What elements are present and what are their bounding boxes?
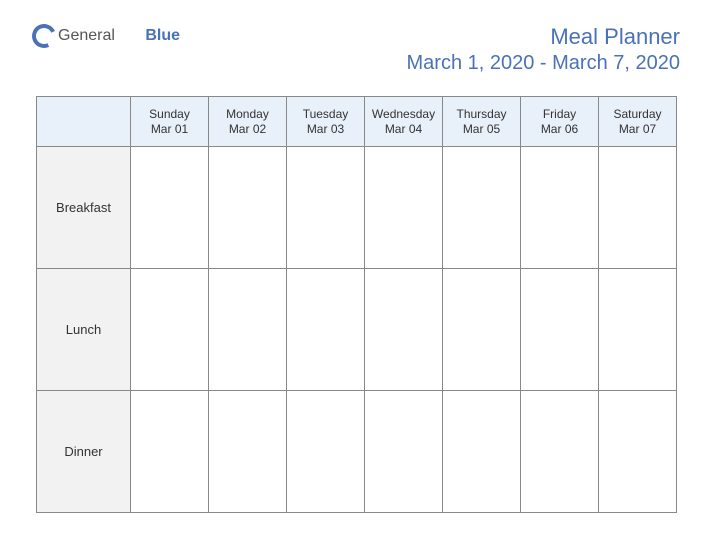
meal-cell [443,391,521,513]
logo-ring-icon [29,21,60,52]
header-row: Sunday Mar 01 Monday Mar 02 Tuesday Mar … [37,97,677,147]
meal-cell [599,147,677,269]
meal-cell [521,269,599,391]
page-title: Meal Planner [407,24,680,50]
day-name: Tuesday [287,107,364,122]
table-row: Lunch [37,269,677,391]
day-header-sunday: Sunday Mar 01 [131,97,209,147]
day-header-tuesday: Tuesday Mar 03 [287,97,365,147]
day-name: Sunday [131,107,208,122]
meal-cell [131,269,209,391]
day-date: Mar 01 [131,122,208,137]
day-header-wednesday: Wednesday Mar 04 [365,97,443,147]
day-date: Mar 02 [209,122,286,137]
meal-cell [287,269,365,391]
logo-text-general: General [58,27,115,44]
day-header-friday: Friday Mar 06 [521,97,599,147]
meal-header-dinner: Dinner [37,391,131,513]
meal-cell [443,269,521,391]
table-row: Breakfast [37,147,677,269]
table-row: Dinner [37,391,677,513]
day-date: Mar 06 [521,122,598,137]
day-name: Wednesday [365,107,442,122]
logo-text-blue: Blue [145,27,180,44]
meal-cell [131,391,209,513]
meal-cell [599,269,677,391]
meal-cell [209,391,287,513]
day-header-monday: Monday Mar 02 [209,97,287,147]
meal-header-breakfast: Breakfast [37,147,131,269]
meal-cell [287,391,365,513]
meal-cell [521,147,599,269]
page-header: General Blue Meal Planner March 1, 2020 … [0,0,712,89]
meal-header-lunch: Lunch [37,269,131,391]
title-block: Meal Planner March 1, 2020 - March 7, 20… [407,24,680,75]
meal-cell [209,147,287,269]
corner-cell [37,97,131,147]
day-date: Mar 07 [599,122,676,137]
meal-cell [521,391,599,513]
day-name: Monday [209,107,286,122]
meal-cell [365,391,443,513]
logo: General Blue [32,24,180,48]
meal-cell [131,147,209,269]
day-name: Saturday [599,107,676,122]
meal-cell [287,147,365,269]
meal-cell [599,391,677,513]
day-name: Thursday [443,107,520,122]
meal-cell [365,147,443,269]
page-subtitle: March 1, 2020 - March 7, 2020 [407,52,680,75]
meal-planner-table: Sunday Mar 01 Monday Mar 02 Tuesday Mar … [36,96,677,513]
meal-cell [365,269,443,391]
day-date: Mar 04 [365,122,442,137]
meal-cell [209,269,287,391]
day-date: Mar 03 [287,122,364,137]
day-name: Friday [521,107,598,122]
day-header-thursday: Thursday Mar 05 [443,97,521,147]
meal-cell [443,147,521,269]
day-date: Mar 05 [443,122,520,137]
day-header-saturday: Saturday Mar 07 [599,97,677,147]
